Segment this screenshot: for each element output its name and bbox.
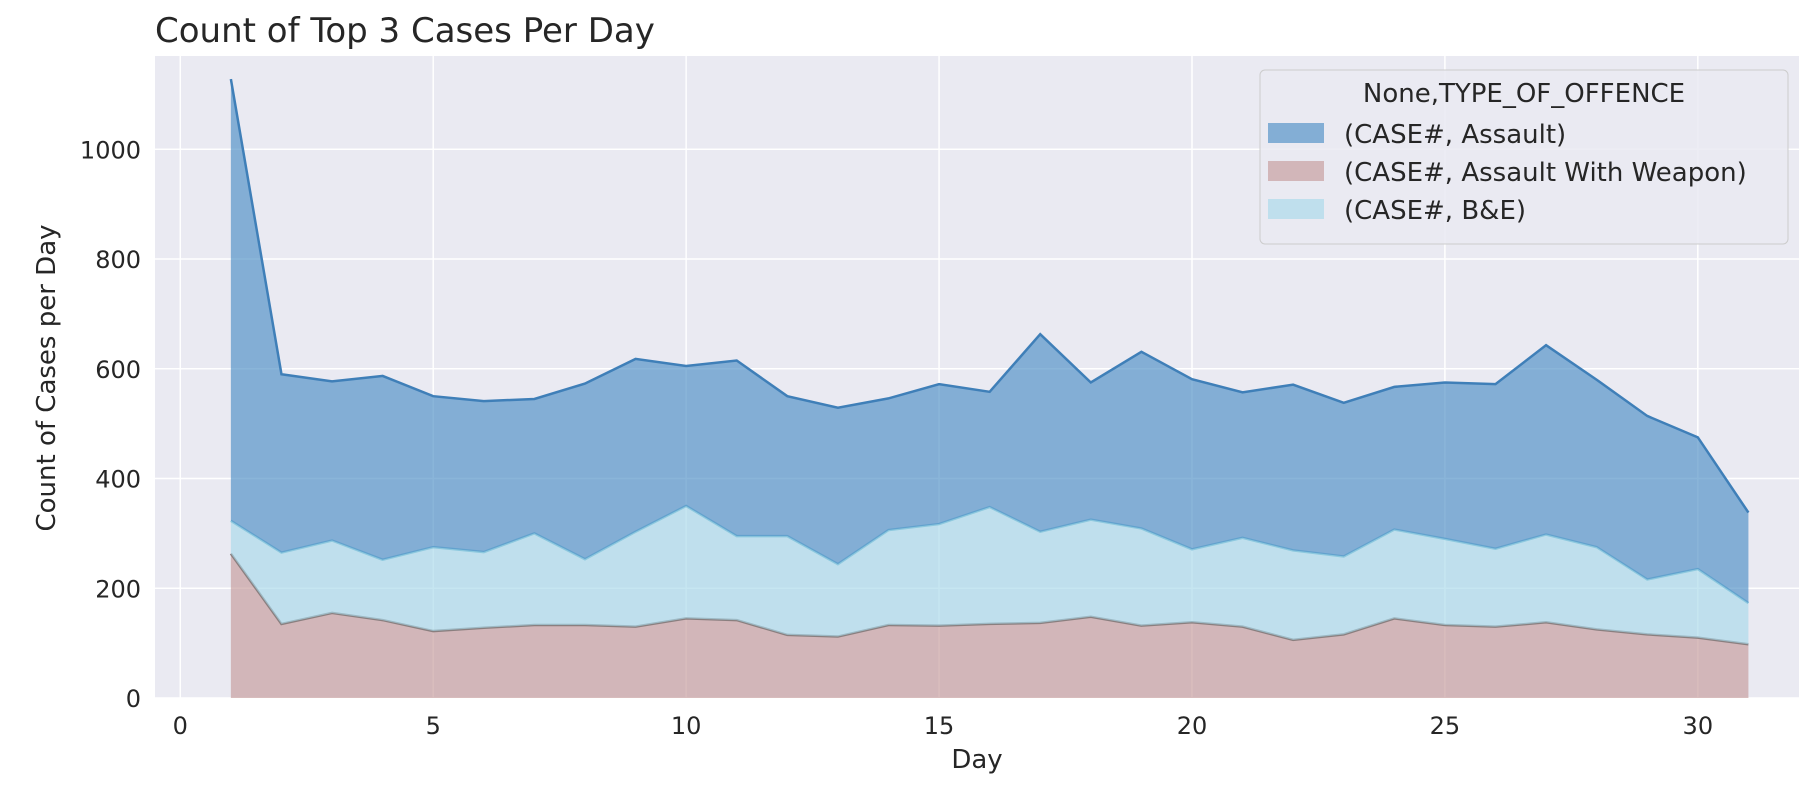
- series-line: [229, 78, 1750, 514]
- series-area: [230, 553, 1749, 698]
- x-tick-label: 20: [1177, 712, 1208, 740]
- x-tick-label: 10: [671, 712, 702, 740]
- legend-title: None,TYPE_OF_OFFENCE: [1363, 79, 1685, 109]
- legend-label: (CASE#, Assault With Weapon): [1344, 158, 1747, 188]
- legend-box: [1259, 69, 1789, 245]
- legend: None,TYPE_OF_OFFENCE (CASE#, Assault) (CA…: [1259, 69, 1789, 245]
- chart-title: Count of Top 3 Cases Per Day: [155, 11, 655, 51]
- legend-label: (CASE#, Assault): [1344, 120, 1566, 150]
- legend-swatch: [1268, 123, 1324, 143]
- axis-ticks: 0 5 10 15 20 25 30 0 200 400 600 800 1000: [80, 136, 1713, 740]
- x-tick-label: 0: [173, 712, 188, 740]
- y-tick-label: 200: [95, 575, 141, 603]
- legend-swatch: [1268, 161, 1324, 181]
- y-tick-label: 800: [95, 246, 141, 274]
- y-axis-label: Count of Cases per Day: [32, 224, 62, 531]
- series-area: [230, 505, 1749, 645]
- series-areas: [229, 78, 1750, 698]
- x-tick-label: 15: [924, 712, 955, 740]
- x-tick-label: 5: [426, 712, 441, 740]
- legend-label: (CASE#, B&E): [1344, 196, 1526, 226]
- y-tick-label: 600: [95, 356, 141, 384]
- series-area: [230, 79, 1749, 604]
- legend-swatch: [1268, 199, 1324, 219]
- x-axis-label: Day: [951, 745, 1002, 775]
- x-tick-label: 25: [1430, 712, 1461, 740]
- y-tick-label: 400: [95, 466, 141, 494]
- y-tick-label: 1000: [80, 136, 141, 164]
- y-tick-label: 0: [126, 685, 141, 713]
- x-tick-label: 30: [1683, 712, 1714, 740]
